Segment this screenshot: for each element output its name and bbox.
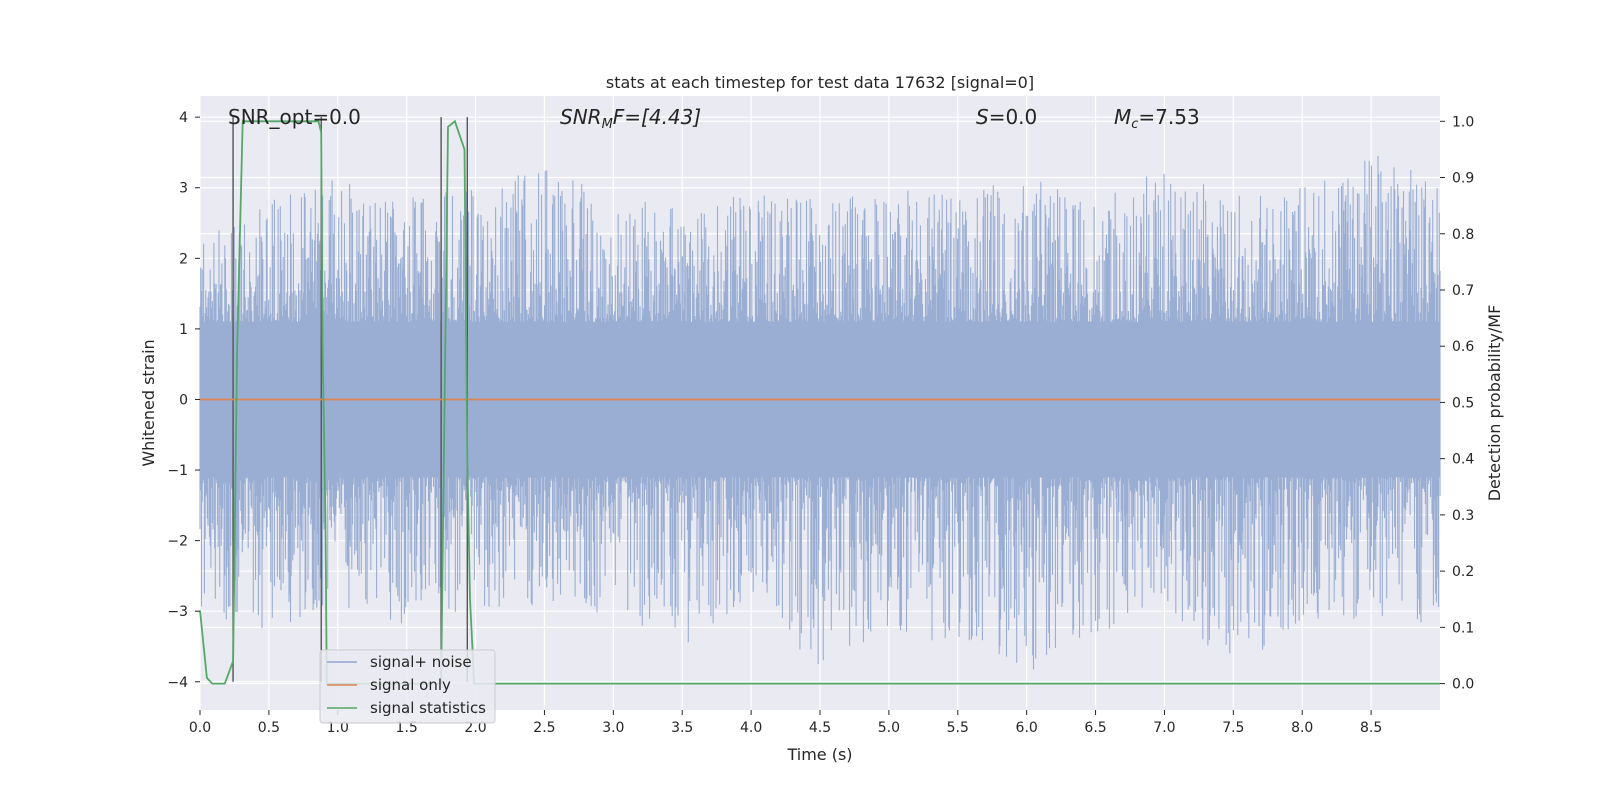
- annotation-s: S=0.0: [976, 105, 1037, 129]
- chart-title: stats at each timestep for test data 176…: [606, 73, 1034, 92]
- y2-tick-label: 0.7: [1452, 283, 1474, 299]
- x-axis-ticks: 0.0 0.5 1.0 1.5 2.0 2.5 3.0 3.5 4.0 4.5 5.0 5.5 6.0 6…: [189, 710, 1382, 736]
- x-tick-label: 8.5: [1360, 720, 1382, 736]
- x-tick-label: 3.5: [671, 720, 693, 736]
- legend: signal+ noise signal only signal statist…: [319, 649, 496, 724]
- annotation-mc: Mc=7.53: [1114, 105, 1200, 132]
- x-tick-label: 4.5: [809, 720, 831, 736]
- y2-tick-label: 0.6: [1452, 339, 1474, 355]
- plot-area: [199, 96, 1441, 710]
- x-axis-label: Time (s): [786, 745, 852, 764]
- x-tick-label: 6.0: [1016, 720, 1038, 736]
- y-tick-label: −4: [167, 675, 188, 691]
- noise-trace: [199, 156, 1441, 670]
- y2-tick-label: 0.2: [1452, 564, 1474, 580]
- legend-label-signal-statistics: signal statistics: [370, 699, 486, 717]
- annotation-mc-label: M: [1114, 105, 1131, 129]
- annotation-snr-mf-suffix: F=[4.43]: [613, 105, 701, 129]
- y-tick-label: −1: [167, 463, 188, 479]
- x-tick-label: 8.0: [1291, 720, 1313, 736]
- y2-tick-label: 0.5: [1452, 395, 1474, 411]
- legend-label-signal-only: signal only: [370, 676, 451, 694]
- y-tick-label: 2: [179, 251, 188, 267]
- annotation-snr-mf: SNRMF=[4.43]: [560, 105, 701, 132]
- y2-tick-label: 0.9: [1452, 171, 1474, 187]
- y-tick-label: 4: [179, 110, 188, 126]
- annotation-snr-opt: SNR_opt=0.0: [228, 105, 361, 129]
- y-tick-label: −3: [167, 604, 188, 620]
- x-tick-label: 7.5: [1222, 720, 1244, 736]
- y2-tick-label: 0.3: [1452, 508, 1474, 524]
- y2-axis-label: Detection probability/MF: [1485, 305, 1504, 502]
- x-tick-label: 1.0: [327, 720, 349, 736]
- y2-axis-ticks: 1.0 0.9 0.8 0.7 0.6 0.5 0.4 0.3 0.2 0.1 0.0: [1440, 114, 1474, 693]
- x-tick-label: 3.0: [602, 720, 624, 736]
- y2-tick-label: 0.0: [1452, 677, 1474, 693]
- y-tick-label: −2: [167, 534, 188, 550]
- y-tick-label: 0: [179, 392, 188, 408]
- y2-tick-label: 0.8: [1452, 227, 1474, 243]
- annotations: SNR_opt=0.0 SNRMF=[4.43] S=0.0 Mc=7.53: [228, 105, 1200, 132]
- legend-label-signal-noise: signal+ noise: [370, 653, 472, 671]
- y2-tick-label: 0.1: [1452, 620, 1474, 636]
- y-axis-ticks: 4 3 2 1 0 −1 −2 −3 −4: [167, 110, 200, 691]
- annotation-s-label: S: [976, 105, 989, 129]
- annotation-s-value: =0.0: [989, 105, 1038, 129]
- annotation-snr-mf-prefix: SNR: [560, 105, 602, 129]
- x-tick-label: 2.0: [464, 720, 486, 736]
- y-tick-label: 3: [179, 181, 188, 197]
- x-tick-label: 6.5: [1084, 720, 1106, 736]
- annotation-mc-value: =7.53: [1138, 105, 1199, 129]
- x-tick-label: 2.5: [533, 720, 555, 736]
- y2-tick-label: 1.0: [1452, 114, 1474, 130]
- x-tick-label: 4.0: [740, 720, 762, 736]
- x-tick-label: 5.5: [947, 720, 969, 736]
- annotation-snr-mf-sub: M: [602, 117, 613, 132]
- x-tick-label: 0.5: [258, 720, 280, 736]
- x-tick-label: 7.0: [1153, 720, 1175, 736]
- x-tick-label: 1.5: [396, 720, 418, 736]
- x-tick-label: 0.0: [189, 720, 211, 736]
- annotation-mc-sub: c: [1131, 117, 1138, 132]
- y2-tick-label: 0.4: [1452, 452, 1474, 468]
- y-axis-label: Whitened strain: [139, 339, 158, 466]
- y-tick-label: 1: [179, 322, 188, 338]
- legend-box: [319, 649, 496, 724]
- x-tick-label: 5.0: [878, 720, 900, 736]
